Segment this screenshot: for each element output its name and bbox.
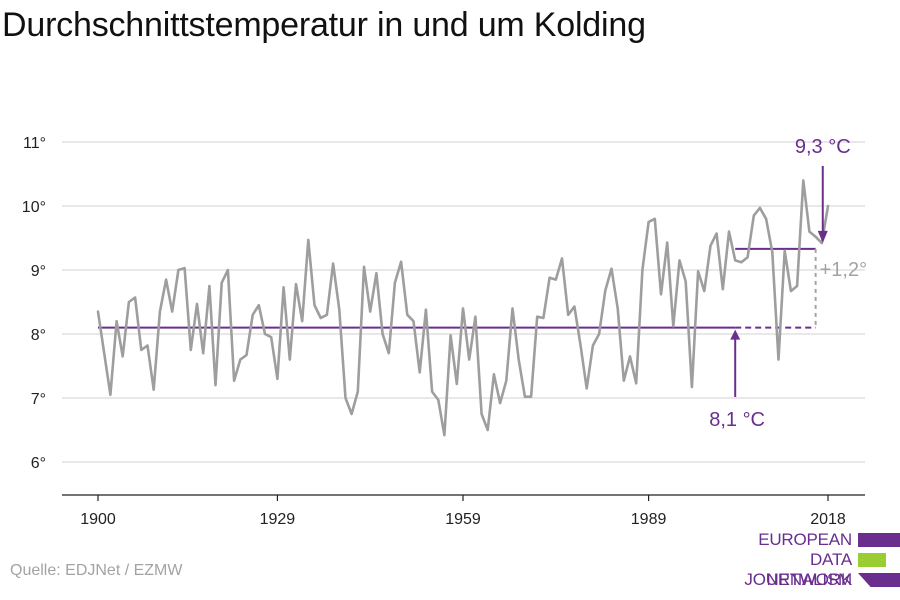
logo-line-1: EUROPEAN — [758, 530, 852, 549]
y-tick-label: 9° — [31, 263, 46, 280]
x-tick-label: 1900 — [80, 511, 116, 528]
logo-line-3: NETWORK — [766, 570, 853, 589]
label-8-1: 8,1 °C — [709, 409, 765, 431]
x-tick-label: 1959 — [445, 511, 481, 528]
logo-bar-1 — [858, 533, 900, 547]
edjnet-logo: EUROPEAN DATA JOURNALISM NETWORK — [700, 530, 900, 594]
arrow-9-3-head — [817, 230, 828, 243]
y-tick-label: 6° — [31, 455, 46, 472]
x-tick-label: 1929 — [260, 511, 296, 528]
x-tick-label: 1989 — [631, 511, 667, 528]
difference-label: +1,2° — [820, 259, 867, 281]
chart-title: Durchschnittstemperatur in und um Koldin… — [2, 6, 646, 44]
arrow-8-1-head — [730, 329, 741, 340]
y-tick-label: 10° — [22, 199, 46, 216]
x-tick-label: 2018 — [810, 511, 846, 528]
logo-bar-2 — [858, 553, 886, 567]
y-tick-label: 8° — [31, 327, 46, 344]
y-tick-label: 11° — [23, 135, 46, 152]
source-note: Quelle: EDJNet / EZMW — [10, 562, 183, 579]
label-9-3: 9,3 °C — [795, 136, 851, 158]
y-tick-label: 7° — [31, 391, 46, 408]
logo-line-2: DATA JOURNALISM — [744, 550, 852, 589]
logo-bar-3 — [858, 573, 900, 587]
temperature-series-line — [96, 179, 830, 437]
